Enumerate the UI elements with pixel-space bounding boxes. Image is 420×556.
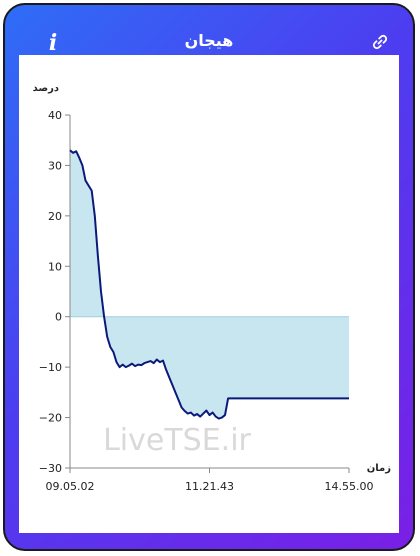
- y-tick-label: 0: [55, 311, 62, 324]
- x-tick-label: 09.05.02: [46, 480, 95, 493]
- y-tick-label: 40: [48, 109, 62, 122]
- x-axis-label: زمان: [367, 463, 391, 474]
- area-layer: [70, 150, 349, 419]
- y-tick-label: −30: [39, 462, 62, 475]
- chart-panel: درصد زمان LiveTSE.ir 40 30 20 10 0 −10 −20 −30 0…: [19, 55, 399, 533]
- y-tick-label: −20: [39, 412, 62, 425]
- watermark: LiveTSE.ir: [103, 423, 251, 458]
- line-layer: [69, 149, 349, 420]
- y-tick-label: 10: [48, 260, 62, 273]
- page-title: هیجان: [184, 31, 234, 50]
- x-tick-label: 14.55.00: [325, 480, 374, 493]
- y-axis-label: درصد: [33, 83, 59, 94]
- axis-layer: 40 30 20 10 0 −10 −20 −30 09.05.02 11.21.43 14.55.…: [39, 109, 374, 493]
- link-icon[interactable]: [371, 33, 389, 51]
- info-icon[interactable]: i: [48, 30, 58, 56]
- area-fill: [70, 150, 349, 419]
- y-tick-label: 30: [48, 159, 62, 172]
- y-tick-label: −10: [39, 361, 62, 374]
- series-line: [69, 149, 349, 420]
- x-tick-label: 11.21.43: [185, 480, 234, 493]
- y-tick-label: 20: [48, 210, 62, 223]
- chart-svg: درصد زمان LiveTSE.ir 40 30 20 10 0 −10 −20 −30 0…: [33, 83, 392, 493]
